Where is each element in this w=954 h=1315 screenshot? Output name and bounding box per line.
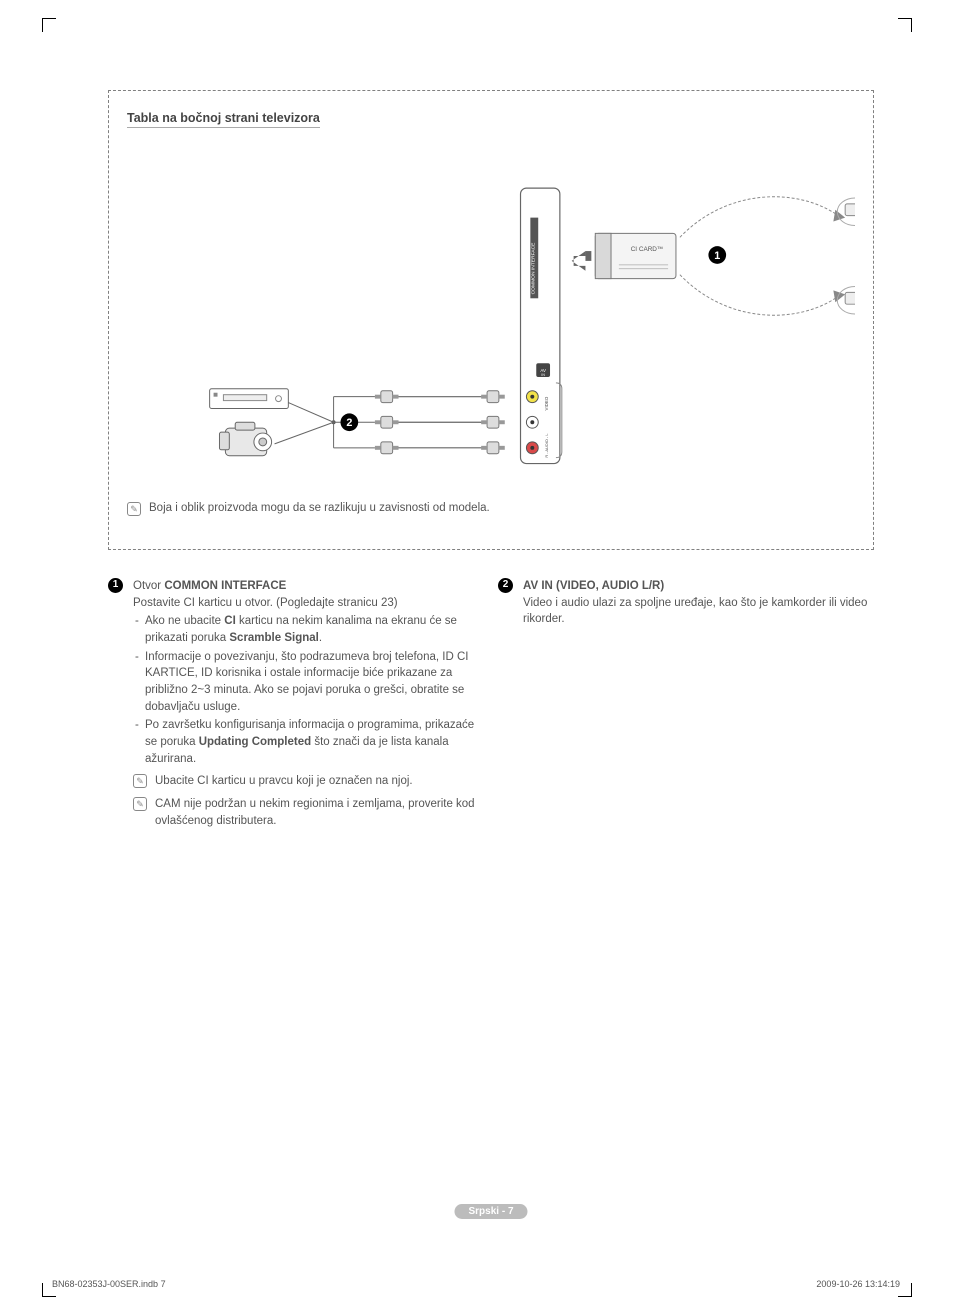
av-body: Video i audio ulazi za spoljne uređaje, … (523, 595, 874, 628)
ci-slot-label: COMMON INTERFACE (530, 242, 536, 295)
ci-note-2-text: CAM nije podržan u nekim regionima i zem… (155, 796, 484, 829)
camcorder-device (219, 422, 271, 455)
ci-note-1: ✎ Ubacite CI karticu u pravcu koji je oz… (133, 773, 484, 790)
ci-intro: Postavite CI karticu u otvor. (Pogledajt… (133, 595, 484, 612)
footer-filename: BN68-02353J-00SER.indb 7 (52, 1279, 166, 1289)
tv-side-panel-diagram: COMMON INTERFACE CI CARD™ (127, 136, 855, 496)
note-icon: ✎ (133, 774, 147, 788)
svg-text:IN: IN (541, 373, 545, 377)
model-note: ✎ Boja i oblik proizvoda mogu da se razl… (127, 502, 855, 516)
hand-icon-top (837, 198, 855, 228)
col-ci: 1 Otvor COMMON INTERFACE Postavite CI ka… (108, 578, 484, 829)
ci-arrows (680, 197, 835, 315)
vcr-device (210, 389, 289, 409)
av-heading: AV IN (VIDEO, AUDIO L/R) (523, 578, 874, 595)
ci-heading: Otvor COMMON INTERFACE (133, 578, 484, 595)
ci-bullet-2: Informacije o povezivanju, što podrazume… (133, 649, 484, 716)
section-title: Tabla na bočnoj strani televizora (127, 111, 320, 128)
ci-note-1-text: Ubacite CI karticu u pravcu koji je ozna… (155, 773, 413, 790)
svg-text:R - AUDIO - L: R - AUDIO - L (544, 433, 549, 458)
num-badge-2: 2 (498, 578, 513, 593)
ci-bullet-list: Ako ne ubacite CI karticu na nekim kanal… (133, 613, 484, 767)
num-badge-1: 1 (108, 578, 123, 593)
crop-mark (898, 18, 912, 32)
ci-card-label: CI CARD™ (631, 246, 664, 253)
description-columns: 1 Otvor COMMON INTERFACE Postavite CI ka… (108, 578, 874, 829)
diagram-svg: COMMON INTERFACE CI CARD™ (127, 136, 855, 496)
rca-cables (391, 397, 497, 448)
footer-timestamp: 2009-10-26 13:14:19 (816, 1279, 900, 1289)
ci-bullet-3: Po završetku konfigurisanja informacija … (133, 717, 484, 767)
hand-icon-bottom (837, 286, 855, 316)
diagram-panel: Tabla na bočnoj strani televizora COMMON… (108, 90, 874, 550)
note-icon: ✎ (127, 502, 141, 516)
crop-mark (898, 1283, 912, 1297)
note-icon: ✎ (133, 797, 147, 811)
ci-heading-prefix: Otvor (133, 580, 164, 592)
page-number-pill: Srpski - 7 (454, 1204, 527, 1219)
page-content: Tabla na bočnoj strani televizora COMMON… (108, 90, 874, 1225)
ci-note-2: ✎ CAM nije podržan u nekim regionima i z… (133, 796, 484, 829)
ci-card-illustration: CI CARD™ (572, 233, 676, 278)
ci-bullet-1: Ako ne ubacite CI karticu na nekim kanal… (133, 613, 484, 646)
col-av: 2 AV IN (VIDEO, AUDIO L/R) Video i audio… (498, 578, 874, 829)
svg-text:VIDEO: VIDEO (544, 396, 549, 410)
crop-mark (42, 18, 56, 32)
callout-1: 1 (714, 250, 720, 262)
ci-heading-bold: COMMON INTERFACE (164, 580, 286, 592)
model-note-text: Boja i oblik proizvoda mogu da se razlik… (149, 502, 490, 516)
callout-2: 2 (346, 417, 352, 429)
